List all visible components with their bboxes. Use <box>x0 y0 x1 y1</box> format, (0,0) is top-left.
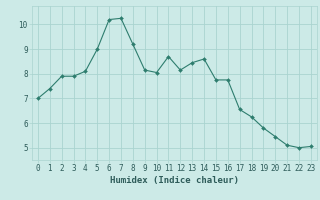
X-axis label: Humidex (Indice chaleur): Humidex (Indice chaleur) <box>110 176 239 185</box>
